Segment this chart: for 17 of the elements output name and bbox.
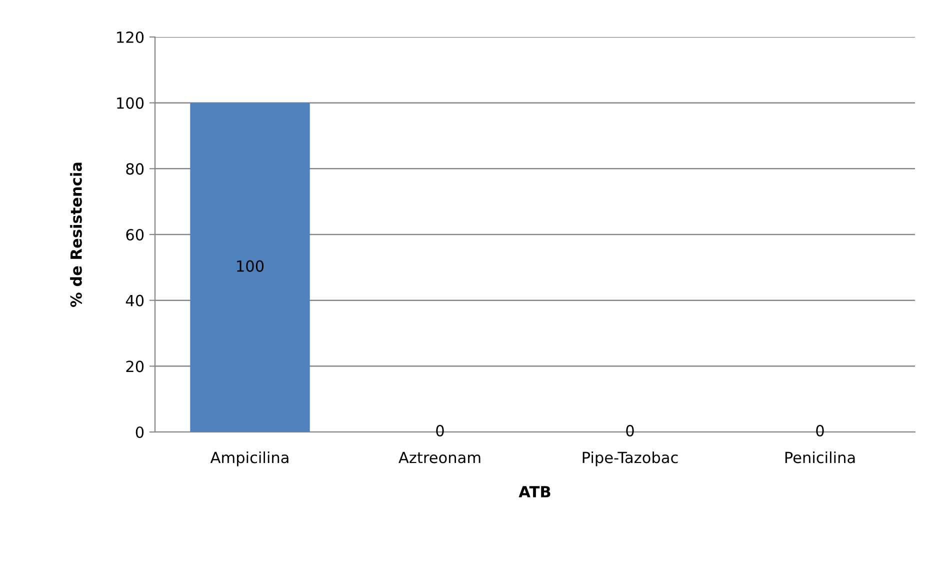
y-tick-label: 40 xyxy=(126,294,144,306)
x-axis-title: ATB xyxy=(518,486,550,498)
y-tick-label: 100 xyxy=(117,97,144,109)
data-label: 0 xyxy=(816,424,824,436)
y-tick-label: 20 xyxy=(126,360,144,372)
x-tick-label: Pipe-Tazobac xyxy=(582,451,678,466)
y-tick-label: 80 xyxy=(126,163,144,175)
y-tick-label: 120 xyxy=(117,31,144,44)
x-tick-label: Ampicilina xyxy=(210,451,288,466)
x-tick-label: Penicilina xyxy=(785,451,855,464)
x-tick-label: Aztreonam xyxy=(398,452,480,464)
y-tick-label: 60 xyxy=(126,228,144,241)
data-label: 0 xyxy=(626,424,634,436)
y-tick-label: 0 xyxy=(136,426,144,438)
y-axis-title: % de Resistencia xyxy=(70,162,82,307)
data-label: 100 xyxy=(237,260,264,272)
data-label: 0 xyxy=(436,424,444,436)
